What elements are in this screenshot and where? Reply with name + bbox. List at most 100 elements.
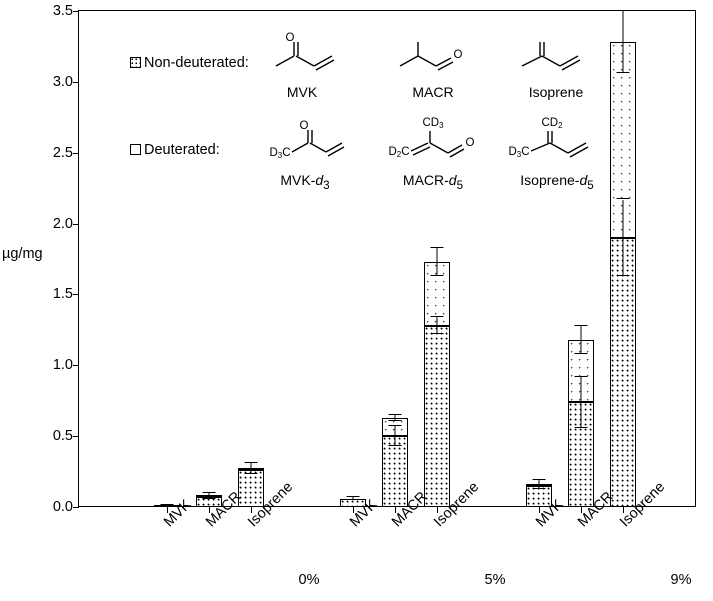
x-tick-mark (437, 507, 438, 513)
svg-text:CD3: CD3 (422, 117, 444, 130)
svg-text:O: O (286, 32, 295, 44)
structure-macr: O (399, 42, 463, 71)
group-label: 9% (670, 572, 692, 588)
error-bar (394, 414, 396, 421)
legend-swatch-dotted (130, 57, 141, 68)
bar-group (382, 11, 408, 507)
x-tick-mark (623, 507, 624, 513)
error-cap (616, 72, 630, 74)
error-cap (574, 352, 588, 354)
error-cap (346, 498, 360, 500)
x-tick-mark (539, 507, 540, 513)
error-bar (538, 480, 540, 489)
error-cap (388, 413, 402, 415)
bars-layer (79, 10, 695, 507)
error-cap (202, 497, 216, 499)
structure-mvk-d3: D3C O (269, 120, 345, 160)
svg-text:D3C: D3C (269, 147, 290, 160)
structure-isoprene-d5: CD2 D3C (508, 117, 589, 159)
structure-caption-isoprene-d5: Isoprene-d5 (520, 172, 594, 192)
inner-error-cap (430, 316, 444, 318)
error-bar (580, 325, 582, 354)
y-tick-label: 0.0 (52, 499, 73, 515)
bar-segment-deuterated (568, 339, 594, 403)
structure-caption-macr: MACR (412, 84, 454, 100)
bar-segment-nondeuterated (382, 436, 408, 507)
error-cap (244, 462, 258, 464)
inner-error-bar (580, 376, 582, 428)
inner-error-bar (622, 199, 624, 277)
bar-group (610, 10, 636, 507)
x-tick-mark (353, 507, 354, 513)
y-tick-mark (73, 436, 79, 438)
structure-caption-isoprene: Isoprene (528, 84, 584, 100)
svg-text:D2C: D2C (388, 146, 409, 159)
structure-caption-macr-d5: MACR-d5 (402, 172, 464, 192)
x-tick-mark (167, 507, 168, 513)
inner-error-cap (388, 445, 402, 447)
svg-text:O: O (300, 120, 309, 132)
error-cap (160, 505, 174, 507)
x-tick-mark (251, 507, 252, 513)
error-cap (160, 503, 174, 505)
structure-isoprene (521, 42, 581, 71)
inner-error-cap (388, 425, 402, 427)
error-cap (532, 487, 546, 489)
legend-swatch-open (130, 144, 141, 155)
bar-group (526, 11, 552, 507)
error-cap (616, 10, 630, 11)
y-tick-label: 2.5 (52, 144, 73, 161)
inner-error-bar (436, 317, 438, 335)
structure-caption-mvk: MVK (286, 84, 318, 100)
legend-entry-nondeuterated: Non-deuterated: (130, 55, 249, 71)
inner-error-cap (430, 333, 444, 335)
legend-entry-deuterated: Deuterated: (130, 142, 220, 158)
error-cap (574, 324, 588, 326)
error-cap (430, 275, 444, 277)
error-cap (388, 419, 402, 421)
y-tick-mark (73, 81, 79, 83)
bar-segment-nondeuterated (526, 485, 552, 507)
bar-segment-nondeuterated (610, 237, 636, 507)
error-bar (208, 492, 210, 499)
y-tick-label: 2.0 (52, 215, 73, 232)
bar-group (196, 11, 222, 507)
error-cap (202, 491, 216, 493)
inner-error-cap (616, 275, 630, 277)
y-tick-mark (73, 11, 79, 12)
x-tick-mark (581, 507, 582, 513)
svg-text:O: O (454, 49, 463, 61)
error-cap (430, 246, 444, 248)
error-bar (250, 463, 252, 475)
svg-text:D3C: D3C (508, 146, 529, 159)
y-tick-mark (73, 152, 79, 154)
bar-group (154, 11, 180, 507)
bar-group (238, 11, 264, 507)
y-axis-title: µg/mg (2, 246, 43, 262)
bar-group (340, 11, 366, 507)
error-cap (346, 496, 360, 498)
error-bar (436, 247, 438, 277)
y-tick-mark (73, 294, 79, 296)
svg-text:O: O (466, 137, 475, 149)
group-label: 5% (484, 572, 506, 588)
structure-macr-d5: CD3 D2C O (388, 117, 475, 159)
y-tick-label: 1.0 (52, 357, 73, 374)
x-tick-mark (209, 507, 210, 513)
group-label: 0% (298, 572, 320, 588)
legend-label-nondeuterated: Non-deuterated: (144, 55, 249, 71)
bar-segment-deuterated (610, 42, 636, 238)
svg-text:CD2: CD2 (541, 117, 563, 130)
error-bar (622, 11, 624, 74)
legend-label-deuterated: Deuterated: (144, 142, 220, 158)
y-tick-label: 3.5 (52, 3, 73, 19)
inner-error-cap (574, 426, 588, 428)
inner-error-bar (394, 426, 396, 447)
error-bar (352, 497, 354, 500)
error-cap (244, 473, 258, 475)
y-tick-label: 0.5 (52, 428, 73, 445)
structure-caption-mvk-d3: MVK-d3 (280, 172, 330, 192)
y-tick-label: 1.5 (52, 286, 73, 303)
y-tick-mark (73, 507, 79, 508)
y-tick-mark (73, 223, 79, 225)
